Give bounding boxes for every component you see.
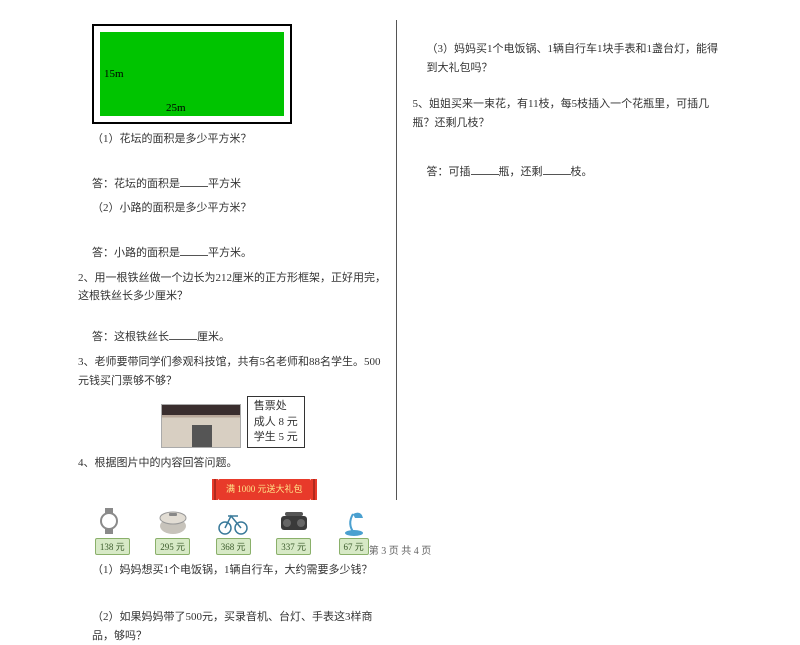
blank-input[interactable] [543, 163, 571, 175]
right-column: （3）妈妈买1个电饭锅、1辆自行车1块手表和1盏台灯，能得到大礼包吗？ 5、姐姐… [397, 20, 731, 500]
lamp-icon [337, 506, 371, 536]
a1-1-prefix: 答：花坛的面积是 [92, 178, 180, 190]
watch-icon [95, 506, 129, 536]
bike-icon [216, 506, 250, 536]
ticket-adult: 成人 8 元 [254, 415, 298, 430]
ticket-title: 售票处 [254, 399, 298, 414]
blank-input[interactable] [180, 244, 208, 256]
blank-input[interactable] [169, 328, 197, 340]
q4-1: （1）妈妈想买1个电饭锅，1辆自行车，大约需要多少钱？ [78, 561, 388, 580]
cooker-icon [156, 506, 190, 536]
spacer [78, 586, 388, 602]
a2: 答：这根铁丝长 厘米。 [78, 328, 388, 347]
spacer [78, 224, 388, 238]
a5-suffix: 枝。 [571, 166, 593, 178]
spacer [413, 26, 723, 34]
q4: 4、根据图片中的内容回答问题。 [78, 454, 388, 473]
spacer [78, 312, 388, 322]
radio-icon [277, 506, 311, 536]
q2: 2、用一根铁丝做一个边长为212厘米的正方形框架，正好用完，这根铁丝长多少厘米？ [78, 269, 388, 306]
garden-width-label: 25m [166, 102, 186, 114]
page-body: 15m 25m （1）花坛的面积是多少平方米？ 答：花坛的面积是 平方米 （2）小… [0, 0, 800, 530]
garden-diagram: 15m 25m [92, 24, 292, 124]
q5: 5、姐姐买来一束花，有11枝，每5枝插入一个花瓶里，可插几瓶？还剩几枝？ [413, 95, 723, 132]
garden-height-label: 15m [104, 68, 124, 80]
a5: 答：可插 瓶，还剩 枝。 [413, 163, 723, 182]
page-footer: 第 3 页 共 4 页 [0, 542, 800, 557]
museum-icon [161, 404, 241, 448]
q1-1: （1）花坛的面积是多少平方米？ [78, 130, 388, 149]
blank-input[interactable] [180, 175, 208, 187]
q4-3: （3）妈妈买1个电饭锅、1辆自行车1块手表和1盏台灯，能得到大礼包吗？ [413, 40, 723, 77]
a1-2-suffix: 平方米。 [208, 247, 252, 259]
a1-1: 答：花坛的面积是 平方米 [78, 175, 388, 194]
a1-1-suffix: 平方米 [208, 178, 241, 190]
a1-2: 答：小路的面积是 平方米。 [78, 244, 388, 263]
a2-prefix: 答：这根铁丝长 [92, 331, 169, 343]
spacer [413, 83, 723, 89]
a2-suffix: 厘米。 [197, 331, 230, 343]
promo-banner: 满 1000 元送大礼包 [218, 479, 311, 500]
ticket-board: 售票处 成人 8 元 学生 5 元 [247, 396, 305, 448]
a5-prefix: 答：可插 [427, 166, 471, 178]
q1-2: （2）小路的面积是多少平方米？ [78, 199, 388, 218]
ticket-illustration: 售票处 成人 8 元 学生 5 元 [78, 396, 388, 448]
spacer [78, 155, 388, 169]
q3: 3、老师要带同学们参观科技馆，共有5名老师和88名学生。500元钱买门票够不够？ [78, 353, 388, 390]
spacer [413, 139, 723, 157]
left-column: 15m 25m （1）花坛的面积是多少平方米？ 答：花坛的面积是 平方米 （2）小… [70, 20, 397, 500]
blank-input[interactable] [471, 163, 499, 175]
museum-door [192, 425, 212, 447]
a5-mid: 瓶，还剩 [499, 166, 543, 178]
q4-2: （2）如果妈妈带了500元，买录音机、台灯、手表这3样商品，够吗？ [78, 608, 388, 645]
ticket-student: 学生 5 元 [254, 430, 298, 445]
garden-fill: 15m 25m [100, 32, 284, 116]
a1-2-prefix: 答：小路的面积是 [92, 247, 180, 259]
banner-row: 满 1000 元送大礼包 [78, 479, 388, 500]
museum-sign [162, 405, 240, 415]
